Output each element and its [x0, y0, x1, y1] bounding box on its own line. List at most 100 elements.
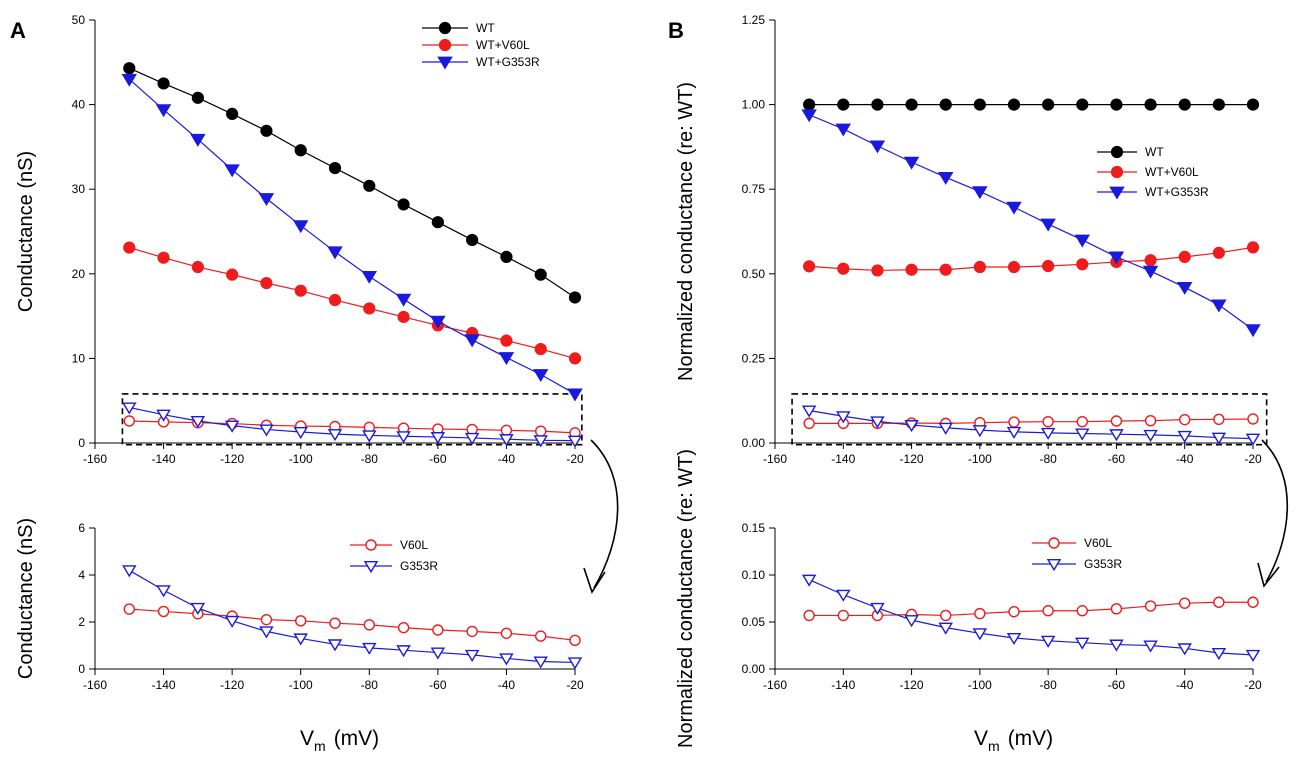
panel-label-a: A [10, 18, 26, 43]
x-axis-title-main: V [300, 727, 314, 750]
data-point-g353r [1177, 643, 1192, 656]
data-point-wt [431, 216, 444, 229]
data-point-v60l [535, 630, 547, 642]
y-tick-label: 2 [78, 615, 85, 629]
data-point-wt-g353r [972, 186, 988, 200]
data-point-wt-g353r [430, 315, 446, 329]
data-point-g353r [801, 405, 817, 418]
data-point-wt-v60l [939, 263, 952, 276]
y-tick-label: 50 [72, 13, 86, 27]
x-tick-label: -120 [900, 452, 924, 466]
data-point-wt [260, 124, 273, 137]
x-tick-label: -40 [498, 678, 516, 692]
series-line-g353r [128, 569, 576, 664]
data-point-g353r [1177, 430, 1192, 443]
legend-marker-wt-v60l [438, 38, 452, 52]
data-point-v60l [803, 417, 815, 430]
data-point-v60l [432, 624, 444, 636]
data-point-g353r [156, 585, 171, 598]
x-tick-label: -20 [566, 678, 584, 692]
series-line-wt-g353r [128, 78, 576, 395]
data-point-v60l [123, 603, 135, 615]
data-point-wt-g353r [121, 73, 138, 87]
data-point-wt [1076, 98, 1089, 111]
data-point-v60l [1008, 416, 1020, 428]
data-point-g353r [1109, 429, 1124, 442]
data-point-v60l [1008, 605, 1020, 618]
data-point-wt [871, 98, 884, 111]
series-line-wt [129, 67, 576, 298]
data-point-v60l [1076, 605, 1088, 617]
x-tick-label: -140 [831, 452, 855, 466]
data-point-v60l [260, 613, 273, 626]
data-point-wt-g353r [258, 193, 275, 207]
data-point-g353r [972, 425, 988, 438]
data-point-g353r [836, 411, 851, 424]
data-point-g353r [396, 431, 411, 444]
data-point-wt-g353r [292, 220, 309, 234]
data-point-wt [568, 291, 582, 304]
data-point-wt [123, 62, 136, 75]
y-tick-label: 1.00 [742, 98, 766, 112]
data-point-v60l [123, 415, 135, 427]
y-tick-label: 0.00 [742, 662, 766, 676]
data-point-g353r [801, 574, 817, 587]
y-axis-title: Conductance (nS) [15, 518, 37, 679]
data-point-wt-g353r [1142, 265, 1159, 279]
data-point-v60l [974, 607, 986, 620]
data-point-wt [294, 144, 307, 157]
y-tick-label: 20 [72, 267, 86, 281]
zoom-arrowhead-b [1257, 562, 1280, 588]
legend-marker-wt-v60l [1110, 165, 1124, 179]
x-axis-title-main: V [974, 727, 988, 750]
data-point-v60l [295, 615, 307, 627]
data-point-wt-g353r [1040, 218, 1056, 232]
data-point-v60l [1179, 413, 1191, 426]
x-tick-label: -80 [361, 452, 379, 466]
data-point-wt-v60l [568, 352, 582, 365]
zoom-arrow-b [1261, 439, 1289, 583]
data-point-wt-v60l [1144, 254, 1157, 267]
data-point-g353r [499, 653, 514, 666]
chart-a-bottom: 0 2 4 6 -160 -140 -120 -100 -80 -60 -40 -20 Conducta… [15, 518, 584, 692]
data-point-wt-v60l [294, 284, 307, 297]
x-tick-label: -140 [152, 678, 176, 692]
data-point-g353r [122, 565, 137, 578]
data-point-g353r [567, 435, 583, 448]
x-axis-title-sub: m [314, 738, 326, 754]
x-tick-label: -100 [968, 452, 992, 466]
data-point-wt-v60l [363, 302, 376, 315]
data-point-wt-g353r [903, 156, 920, 170]
data-point-g353r [938, 622, 953, 635]
data-point-v60l [1042, 415, 1054, 428]
data-point-g353r [1006, 632, 1022, 646]
data-point-wt-v60l [534, 342, 547, 356]
data-point-g353r [904, 615, 919, 628]
data-point-wt [157, 77, 170, 90]
x-tick-label: -40 [1176, 452, 1194, 466]
legend-label-wt-g353r: WT+G353R [1145, 185, 1209, 199]
legend-label-wt: WT [1145, 145, 1164, 159]
data-point-g353r [533, 435, 548, 448]
y-tick-label: 0.25 [742, 351, 766, 365]
data-point-g353r [836, 589, 851, 602]
x-tick-label: -100 [289, 678, 313, 692]
data-point-wt-g353r [395, 293, 412, 307]
x-tick-label: -160 [763, 678, 787, 692]
data-point-g353r [1211, 648, 1227, 661]
x-tick-label: -160 [763, 452, 787, 466]
data-point-wt-v60l [191, 260, 204, 274]
zoom-box [791, 393, 1268, 446]
data-point-wt-v60l [1178, 250, 1191, 263]
data-point-g353r [362, 430, 377, 443]
data-point-wt-v60l [1212, 246, 1225, 259]
x-tick-label: -20 [566, 452, 584, 466]
data-point-wt-g353r [835, 123, 852, 137]
data-point-wt [1246, 98, 1260, 111]
data-point-wt-g353r [869, 140, 886, 154]
data-point-wt-g353r [498, 352, 515, 366]
legend-label-wt-v60l: WT+V60L [1145, 165, 1199, 179]
data-point-wt-v60l [905, 263, 918, 276]
x-tick-label: -20 [1244, 452, 1262, 466]
